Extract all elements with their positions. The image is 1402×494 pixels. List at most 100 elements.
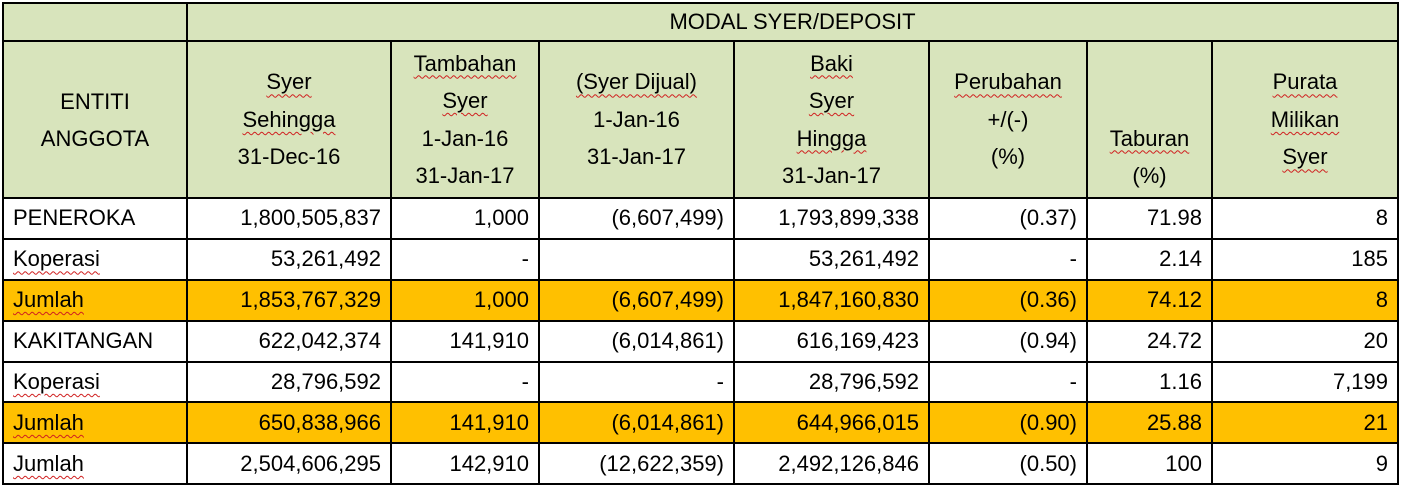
value-cell: 650,838,966 <box>186 401 392 445</box>
header-line <box>1097 45 1202 83</box>
header-line: Syer <box>1282 144 1328 170</box>
value-cell: (0.94) <box>928 319 1088 363</box>
value-cell: 1,847,160,830 <box>733 278 930 322</box>
value-cell: 185 <box>1210 237 1400 281</box>
col-header-perubahan: Perubahan +/(-) (%) <box>928 40 1088 199</box>
row-label: Jumlah <box>13 409 84 435</box>
row-label-cell: Jumlah <box>2 442 188 486</box>
value-cell: 2,492,126,846 <box>733 442 930 486</box>
header-line: Taburan <box>1109 125 1190 151</box>
value-cell: 141,910 <box>390 401 540 445</box>
row-label: Koperasi <box>13 369 100 394</box>
value-cell: 25.88 <box>1086 401 1213 445</box>
header-line: Sehingga <box>242 106 336 132</box>
value-cell: 2.14 <box>1086 237 1213 281</box>
row-label: KAKITANGAN <box>13 328 154 354</box>
value-cell: (6,607,499) <box>538 197 735 240</box>
value-cell: (0.36) <box>928 278 1088 322</box>
value-cell: 1,000 <box>390 197 540 240</box>
row-label: PENEROKA <box>13 205 136 231</box>
group-header-cell: MODAL SYER/DEPOSIT <box>185 2 1400 42</box>
row-label-cell: Jumlah <box>2 401 188 445</box>
header-line: ANGGOTA <box>40 125 150 151</box>
header-line: Baki <box>810 50 853 76</box>
header-line: +/(-) <box>987 106 1029 132</box>
value-cell: 1.16 <box>1086 360 1213 404</box>
value-cell: 141,910 <box>390 319 540 363</box>
row-label: Koperasi <box>13 246 100 272</box>
header-line: (%) <box>1132 163 1167 188</box>
row-label-cell: Jumlah <box>2 278 188 322</box>
value-cell: 74.12 <box>1086 278 1213 322</box>
value-cell: 1,000 <box>390 278 540 322</box>
header-line: Hingga <box>796 125 867 151</box>
row-label: Jumlah <box>13 450 84 476</box>
header-line: 31-Dec-16 <box>237 144 341 170</box>
header-line: Perubahan <box>954 69 1062 95</box>
value-cell: 1,793,899,338 <box>733 197 930 240</box>
header-line: Milikan <box>1270 106 1340 132</box>
header-line: Syer <box>808 88 855 113</box>
header-line <box>1097 82 1202 120</box>
value-cell: 7,199 <box>1210 360 1400 404</box>
row-label-cell: Koperasi <box>2 360 188 404</box>
header-line: 1-Jan-16 <box>421 125 509 151</box>
value-cell: 53,261,492 <box>733 237 930 281</box>
col-header-purata-milikan-syer: Purata Milikan Syer <box>1210 40 1400 199</box>
header-corner-cell <box>2 2 188 42</box>
value-cell: 644,966,015 <box>733 401 930 445</box>
col-header-taburan: Taburan (%) <box>1086 40 1213 199</box>
row-label-cell: Koperasi <box>2 237 188 281</box>
value-cell: - <box>538 360 735 404</box>
value-cell: (0.50) <box>928 442 1088 486</box>
header-line: Tambahan <box>413 50 517 76</box>
value-cell: 71.98 <box>1086 197 1213 240</box>
col-header-baki-syer: Baki Syer Hingga 31-Jan-17 <box>733 40 930 199</box>
value-cell: 21 <box>1210 401 1400 445</box>
value-cell: - <box>390 237 540 281</box>
share-capital-table: MODAL SYER/DEPOSIT ENTITI ANGGOTA Syer S… <box>2 2 1400 486</box>
group-header-title: MODAL SYER/DEPOSIT <box>669 9 916 34</box>
value-cell: 2,504,606,295 <box>186 442 392 486</box>
value-cell: 24.72 <box>1086 319 1213 363</box>
header-line: 31-Jan-17 <box>586 144 687 170</box>
value-cell: (12,622,359) <box>538 442 735 486</box>
row-label-cell: KAKITANGAN <box>2 319 188 363</box>
table-row: Jumlah 2,504,606,295 142,910 (12,622,359) 2,… <box>2 442 1400 486</box>
value-cell: - <box>928 237 1088 281</box>
value-cell: - <box>928 360 1088 404</box>
header-line: 31-Jan-17 <box>415 163 515 188</box>
value-cell: 1,853,767,329 <box>186 278 392 322</box>
value-cell: (6,607,499) <box>538 278 735 322</box>
row-label-cell: PENEROKA <box>2 197 188 240</box>
header-line: ENTITI <box>60 88 130 114</box>
value-cell: 20 <box>1210 319 1400 363</box>
value-cell: 8 <box>1210 278 1400 322</box>
value-cell: 142,910 <box>390 442 540 486</box>
header-line: (%) <box>990 144 1026 170</box>
col-header-tambahan-syer: Tambahan Syer 1-Jan-16 31-Jan-17 <box>390 40 540 199</box>
value-cell: 8 <box>1210 197 1400 240</box>
col-header-syer-sehingga: Syer Sehingga 31-Dec-16 <box>186 40 392 199</box>
value-cell: (6,014,861) <box>538 319 735 363</box>
value-cell: - <box>390 360 540 404</box>
value-cell: (6,014,861) <box>538 401 735 445</box>
value-cell: 53,261,492 <box>186 237 392 281</box>
value-cell <box>538 237 735 281</box>
total-row: Jumlah 1,853,767,329 1,000 (6,607,499) 1,847… <box>2 278 1400 322</box>
total-row: Jumlah 650,838,966 141,910 (6,014,861) 644,9… <box>2 401 1400 445</box>
header-line: Purata <box>1272 69 1338 95</box>
value-cell: 1,800,505,837 <box>186 197 392 240</box>
value-cell: 9 <box>1210 442 1400 486</box>
value-cell: 622,042,374 <box>186 319 392 363</box>
value-cell: 100 <box>1086 442 1213 486</box>
col-header-entiti-anggota: ENTITI ANGGOTA <box>2 40 188 199</box>
value-cell: 616,169,423 <box>733 319 930 363</box>
value-cell: (0.37) <box>928 197 1088 240</box>
value-cell: 28,796,592 <box>186 360 392 404</box>
header-row-columns: ENTITI ANGGOTA Syer Sehingga 31-Dec-16 T… <box>2 40 1400 199</box>
table-row: Koperasi 53,261,492-53,261,492-2.14 185 <box>2 237 1400 281</box>
header-line: (Syer Dijual) <box>575 69 698 95</box>
table-row: PENEROKA 1,800,505,837 1,000 (6,607,499) 1,7… <box>2 197 1400 240</box>
header-line: Syer <box>266 69 312 95</box>
